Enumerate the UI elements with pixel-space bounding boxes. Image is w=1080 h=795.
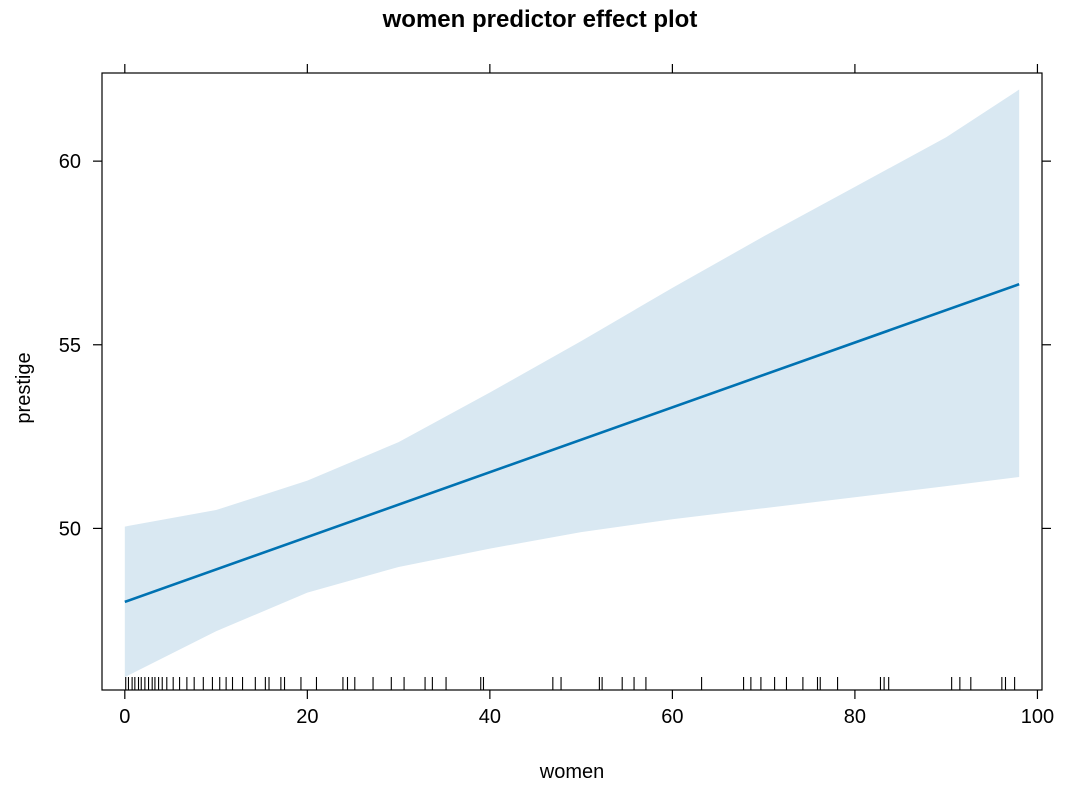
chart-title: women predictor effect plot <box>382 6 698 33</box>
x-tick-label-4: 80 <box>844 706 866 728</box>
x-tick-label-2: 40 <box>479 706 501 728</box>
x-axis-label: women <box>539 761 604 783</box>
y-tick-label-2: 60 <box>59 151 81 173</box>
x-tick-label-0: 0 <box>119 706 130 728</box>
fit-line-0 <box>124 282 1020 604</box>
x-tick-label-3: 60 <box>661 706 683 728</box>
y-tick-label-0: 50 <box>59 518 81 540</box>
plot-area: 0 20 40 60 80 100 50 55 60 <box>59 64 1054 728</box>
confidence-band <box>124 89 1020 678</box>
y-tick-label-1: 55 <box>59 335 81 357</box>
x-tick-label-5: 100 <box>1021 706 1054 728</box>
y-axis-label: prestige <box>13 352 35 423</box>
x-tick-label-1: 20 <box>296 706 318 728</box>
plot-frame <box>101 72 1043 691</box>
